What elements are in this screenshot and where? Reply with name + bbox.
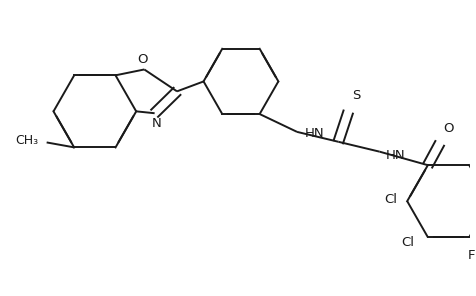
- Text: N: N: [152, 117, 161, 130]
- Text: CH₃: CH₃: [16, 134, 39, 147]
- Text: F: F: [467, 249, 475, 262]
- Text: O: O: [444, 123, 454, 136]
- Text: Cl: Cl: [385, 193, 397, 206]
- Text: Cl: Cl: [401, 236, 414, 249]
- Text: O: O: [137, 53, 148, 66]
- Text: HN: HN: [386, 149, 405, 162]
- Text: S: S: [352, 89, 360, 102]
- Text: HN: HN: [305, 127, 325, 140]
